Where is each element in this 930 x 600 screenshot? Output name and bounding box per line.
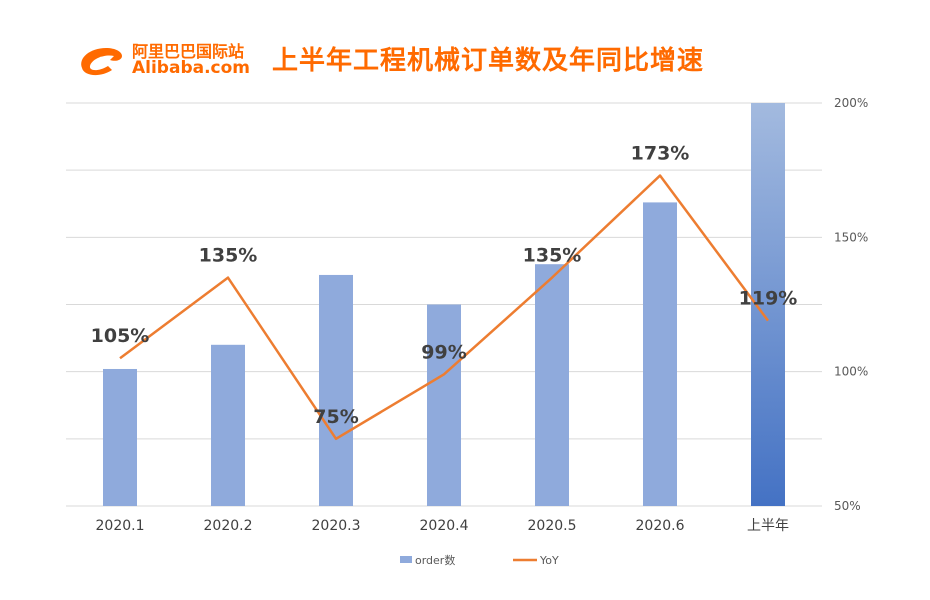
yoy-data-label: 135% xyxy=(523,245,582,267)
legend-bar-swatch xyxy=(400,556,412,563)
chart-title: 上半年工程机械订单数及年同比增速 xyxy=(272,46,705,76)
legend-bar-label: order数 xyxy=(415,554,455,567)
bar-2020.4 xyxy=(427,304,461,506)
legend-item-bar: order数 xyxy=(400,554,455,567)
y-tick-label: 50% xyxy=(834,499,861,513)
yoy-data-label: 173% xyxy=(631,143,690,165)
yoy-data-label: 105% xyxy=(91,325,150,347)
bar-series xyxy=(103,103,785,506)
legend-line-label: YoY xyxy=(539,554,559,567)
x-axis-ticks: 2020.1 2020.2 2020.3 2020.4 2020.5 2020.6 上半年 xyxy=(96,518,790,534)
legend-item-line: YoY xyxy=(513,554,559,567)
yoy-line xyxy=(119,174,770,441)
y-tick-label: 150% xyxy=(834,230,868,244)
logo-english-text: Alibaba.com xyxy=(132,58,251,78)
y-tick-label: 200% xyxy=(834,96,868,110)
yoy-data-label: 119% xyxy=(739,288,798,310)
bar-2020.2 xyxy=(211,344,245,506)
x-tick-label: 2020.4 xyxy=(420,518,469,534)
bar-2020.3 xyxy=(319,274,353,506)
legend: order数 YoY xyxy=(400,554,559,567)
yoy-data-label: 75% xyxy=(313,406,358,428)
bar-2020.5 xyxy=(535,264,569,506)
x-tick-label: 上半年 xyxy=(747,518,789,534)
x-tick-label: 2020.1 xyxy=(96,518,145,534)
x-tick-label: 2020.5 xyxy=(528,518,577,534)
line-series xyxy=(119,174,770,441)
bar-2020.6 xyxy=(643,202,677,506)
x-tick-label: 2020.2 xyxy=(204,518,253,534)
yoy-data-label: 99% xyxy=(421,341,466,363)
chart-header: 阿里巴巴国际站 Alibaba.com 上半年工程机械订单数及年同比增速 xyxy=(76,36,896,84)
yoy-data-label: 135% xyxy=(199,245,258,267)
x-tick-label: 2020.3 xyxy=(312,518,361,534)
x-tick-label: 2020.6 xyxy=(636,518,685,534)
y-axis-ticks: 50% 100% 150% 200% xyxy=(834,96,868,513)
y-tick-label: 100% xyxy=(834,365,868,379)
data-labels: 105% 135% 75% 99% 135% 173% 119% xyxy=(91,143,798,428)
alibaba-logo-icon xyxy=(81,48,122,76)
bar-2020.1 xyxy=(103,368,137,506)
logo-chinese-text: 阿里巴巴国际站 xyxy=(132,42,245,61)
